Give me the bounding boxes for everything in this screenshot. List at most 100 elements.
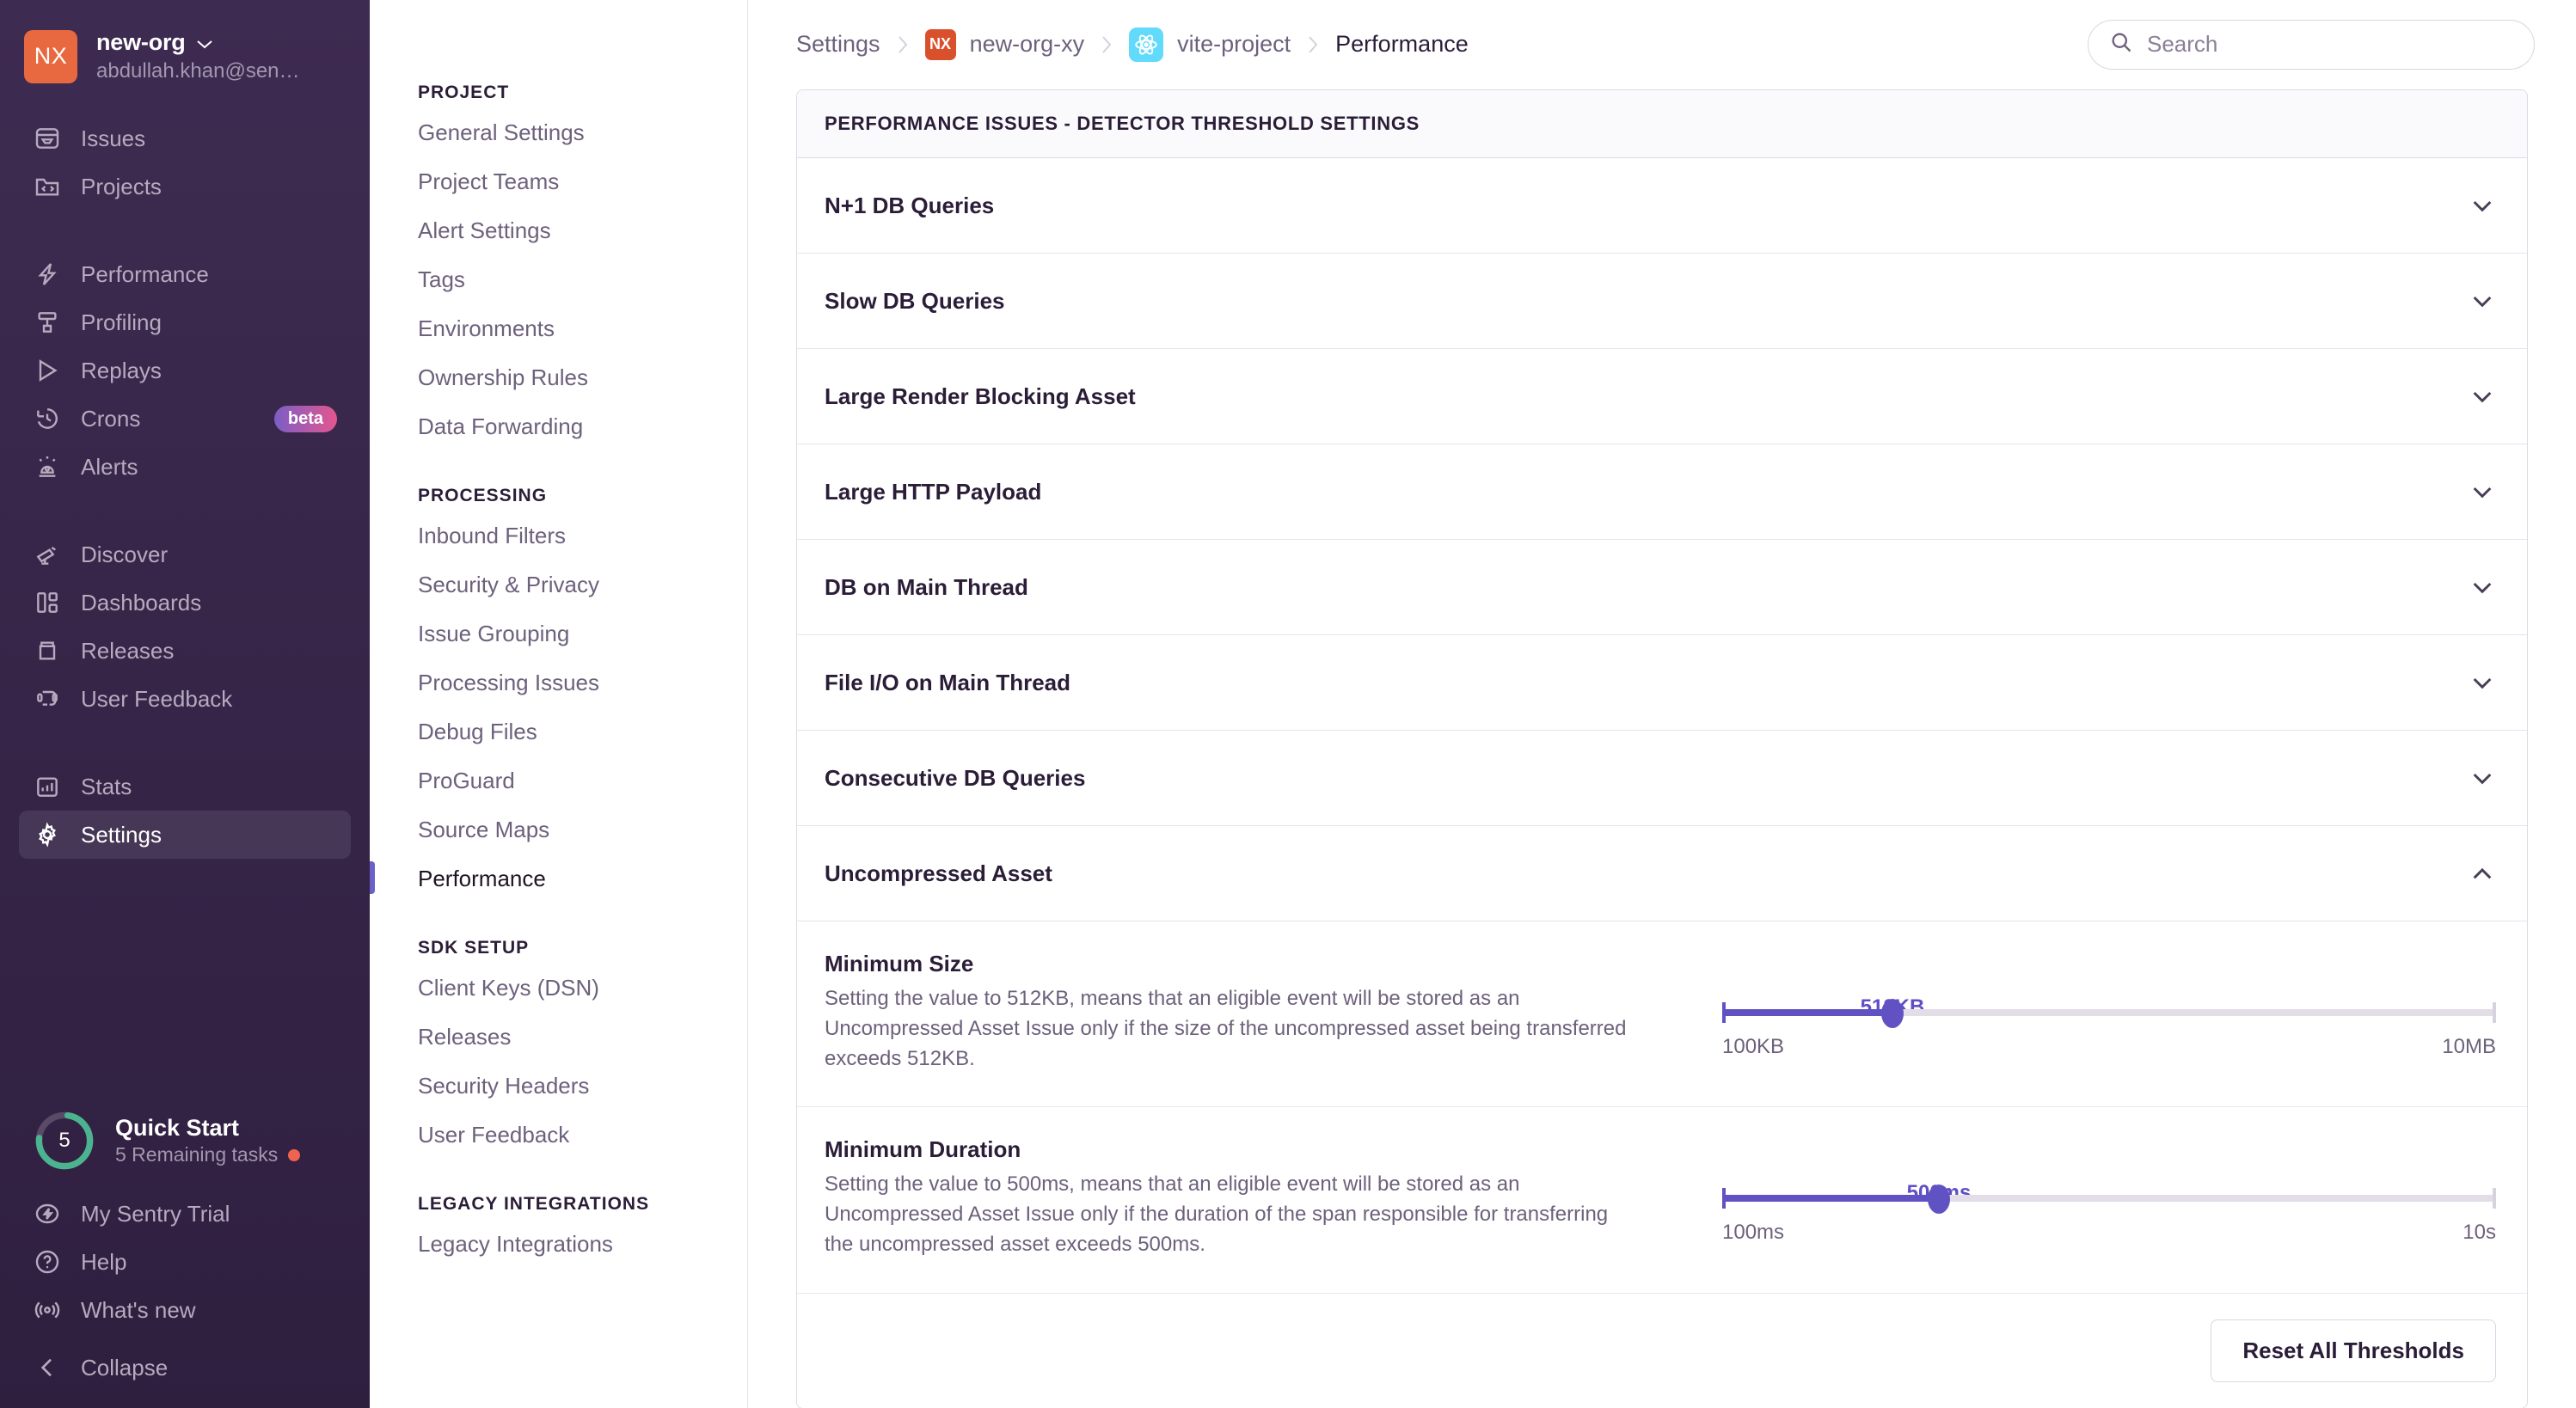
releases-icon	[33, 636, 62, 665]
setting-description: Setting the value to 512KB, means that a…	[825, 987, 1627, 1070]
detector-row-n1-db-queries[interactable]: N+1 DB Queries	[797, 158, 2527, 254]
nav-group-admin: Stats Settings	[0, 757, 370, 864]
detector-row-db-on-main-thread[interactable]: DB on Main Thread	[797, 540, 2527, 635]
settings-nav-item-issue-grouping[interactable]: Issue Grouping	[418, 621, 570, 646]
slider-track[interactable]	[1722, 1009, 2496, 1016]
sidebar-item-discover[interactable]: Discover	[19, 530, 351, 579]
chevron-down-icon[interactable]	[2469, 764, 2496, 792]
sidebar-item-settings[interactable]: Settings	[19, 811, 351, 859]
settings-nav-item-data-forwarding[interactable]: Data Forwarding	[418, 413, 584, 439]
slider-tick-min	[1722, 1002, 1726, 1023]
settings-nav-item-inbound-filters[interactable]: Inbound Filters	[418, 523, 566, 548]
breadcrumb-item-organization[interactable]: NX new-org-xy	[924, 28, 1084, 60]
detector-row-consecutive-db-queries[interactable]: Consecutive DB Queries	[797, 731, 2527, 826]
sidebar-item-alerts[interactable]: Alerts	[19, 443, 351, 491]
settings-nav-item-general-settings[interactable]: General Settings	[418, 119, 585, 145]
sidebar-item-profiling[interactable]: Profiling	[19, 298, 351, 346]
chevron-down-icon[interactable]	[2469, 669, 2496, 696]
collapse-sidebar-button[interactable]: Collapse	[33, 1353, 351, 1382]
sidebar-item-issues[interactable]: Issues	[19, 114, 351, 162]
settings-nav-item-performance[interactable]: Performance	[370, 854, 747, 903]
chevron-right-icon	[1100, 34, 1113, 56]
settings-nav-item-legacy-integrations[interactable]: Legacy Integrations	[418, 1231, 613, 1257]
profiling-icon	[33, 308, 62, 337]
org-switcher[interactable]: NX new-org abdullah.khan@sen…	[0, 0, 370, 109]
sidebar-item-projects[interactable]: Projects	[19, 162, 351, 211]
sidebar-item-replays[interactable]: Replays	[19, 346, 351, 395]
settings-nav-item-environments[interactable]: Environments	[418, 315, 555, 341]
dashboard-icon	[33, 588, 62, 617]
bar-chart-icon	[33, 772, 62, 801]
settings-nav-item-alert-settings[interactable]: Alert Settings	[418, 217, 551, 243]
sidebar-item-dashboards[interactable]: Dashboards	[19, 579, 351, 627]
settings-nav-item-user-feedback[interactable]: User Feedback	[418, 1122, 570, 1148]
slider-thumb[interactable]	[1881, 999, 1904, 1028]
quick-start-subtitle: 5 Remaining tasks	[115, 1143, 279, 1166]
breadcrumb: Settings NX new-org-xy	[796, 27, 1469, 62]
detector-row-uncompressed-asset[interactable]: Uncompressed Asset	[797, 826, 2527, 921]
setting-control: 500ms 100ms 10s	[1667, 1136, 2496, 1245]
slider-thumb[interactable]	[1928, 1185, 1950, 1215]
sidebar-item-releases[interactable]: Releases	[19, 627, 351, 675]
slider-track[interactable]	[1722, 1195, 2496, 1203]
nav-group-explore: Discover Dashboards Releases User Feedba…	[0, 525, 370, 728]
search-wrap	[2088, 19, 2535, 70]
panel-title: PERFORMANCE ISSUES - DETECTOR THRESHOLD …	[797, 90, 2527, 158]
chevron-up-icon[interactable]	[2469, 860, 2496, 887]
sidebar-item-performance[interactable]: Performance	[19, 250, 351, 298]
chevron-down-icon[interactable]	[2469, 478, 2496, 505]
settings-nav-item-project-teams[interactable]: Project Teams	[418, 168, 560, 194]
settings-nav-section-title: LEGACY INTEGRATIONS	[418, 1194, 650, 1214]
settings-nav-item-releases[interactable]: Releases	[418, 1024, 512, 1050]
settings-nav-panel[interactable]: PROJECT General Settings Project Teams A…	[370, 0, 748, 1408]
nav-group-bottom: My Sentry Trial Help What's new	[0, 1190, 370, 1341]
settings-nav-item-security-headers[interactable]: Security Headers	[418, 1073, 590, 1099]
sidebar-item-label: Dashboards	[81, 589, 202, 615]
broadcast-icon	[33, 1295, 62, 1325]
chevron-down-icon[interactable]	[2469, 287, 2496, 315]
quick-start-meta: Quick Start 5 Remaining tasks	[115, 1115, 301, 1166]
settings-nav-item-security-privacy[interactable]: Security & Privacy	[418, 572, 599, 597]
slider-end-labels: 100KB 10MB	[1722, 1035, 2496, 1059]
settings-nav-item-source-maps[interactable]: Source Maps	[418, 817, 550, 842]
sidebar-item-stats[interactable]: Stats	[19, 762, 351, 811]
settings-nav-item-debug-files[interactable]: Debug Files	[418, 719, 537, 744]
settings-nav-item-ownership-rules[interactable]: Ownership Rules	[418, 364, 588, 390]
sidebar-item-whats-new[interactable]: What's new	[19, 1286, 351, 1334]
slider-end-labels: 100ms 10s	[1722, 1221, 2496, 1245]
detector-title: N+1 DB Queries	[825, 192, 995, 218]
breadcrumb-item-project[interactable]: vite-project	[1129, 27, 1291, 62]
settings-nav-item-tags[interactable]: Tags	[418, 266, 465, 292]
minimum-duration-slider[interactable]	[1722, 1181, 2496, 1215]
settings-nav-item-processing-issues[interactable]: Processing Issues	[418, 670, 599, 695]
react-project-badge-icon	[1129, 27, 1164, 62]
progress-ring: 5	[33, 1109, 96, 1172]
sidebar-item-crons[interactable]: Crons beta	[19, 395, 351, 443]
sidebar-item-my-sentry-trial[interactable]: My Sentry Trial	[19, 1190, 351, 1238]
sidebar-item-user-feedback[interactable]: User Feedback	[19, 675, 351, 723]
detector-row-file-io-on-main-thread[interactable]: File I/O on Main Thread	[797, 635, 2527, 731]
slider-fill	[1722, 1009, 1892, 1016]
quick-start-widget[interactable]: 5 Quick Start 5 Remaining tasks	[0, 1097, 370, 1185]
sidebar-item-help[interactable]: Help	[19, 1238, 351, 1286]
chevron-down-icon[interactable]	[2469, 383, 2496, 410]
chevron-down-icon[interactable]	[2469, 192, 2496, 219]
breadcrumb-item-settings[interactable]: Settings	[796, 31, 880, 57]
settings-nav-item-client-keys[interactable]: Client Keys (DSN)	[418, 975, 599, 1001]
detector-title: Slow DB Queries	[825, 287, 1005, 314]
search-input[interactable]	[2147, 31, 2513, 58]
settings-nav-item-proguard[interactable]: ProGuard	[418, 768, 515, 793]
question-circle-icon	[33, 1247, 62, 1276]
minimum-size-slider[interactable]	[1722, 995, 2496, 1030]
nav-group-primary: Issues Projects	[0, 109, 370, 216]
detector-row-large-render-blocking-asset[interactable]: Large Render Blocking Asset	[797, 349, 2527, 444]
search-box[interactable]	[2088, 19, 2535, 70]
detector-row-slow-db-queries[interactable]: Slow DB Queries	[797, 254, 2527, 349]
panel-footer: Reset All Thresholds	[797, 1293, 2527, 1408]
detector-row-large-http-payload[interactable]: Large HTTP Payload	[797, 444, 2527, 540]
reset-all-thresholds-button[interactable]: Reset All Thresholds	[2211, 1319, 2496, 1382]
sidebar-item-label: Help	[81, 1248, 127, 1275]
chevron-down-icon[interactable]	[2469, 573, 2496, 601]
slider-min-label: 100KB	[1722, 1035, 1785, 1058]
sidebar-item-label: Profiling	[81, 309, 162, 335]
